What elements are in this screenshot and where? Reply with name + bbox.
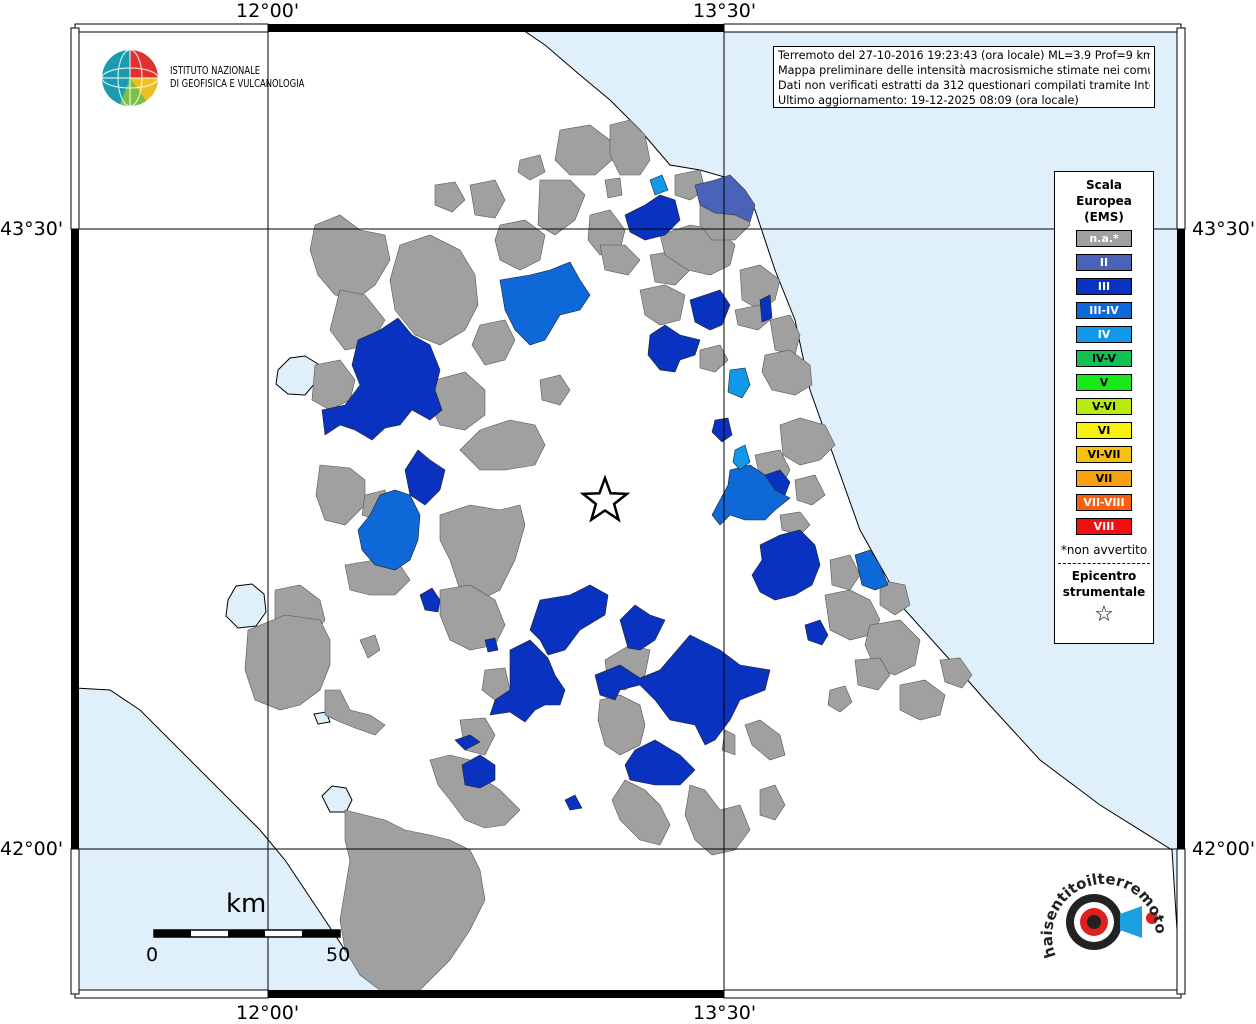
scale-unit-label: km [226, 889, 267, 919]
info-line-3: Dati non verificati estratti da 312 ques… [778, 79, 1150, 92]
ingv-logo-text: ISTITUTO NAZIONALE DI GEOFISICA E VULCAN… [170, 64, 305, 90]
lat-label-left-bottom: 42°00' [0, 838, 64, 860]
event-info-box: Terremoto del 27-10-2016 19:23:43 (ora l… [773, 46, 1155, 108]
legend-item: III [1076, 278, 1132, 295]
ingv-logo [101, 49, 159, 107]
legend-separator [1058, 563, 1150, 564]
legend-item: VII-VIII [1076, 494, 1132, 511]
info-line-4: Ultimo aggiornamento: 19-12-2025 08:09 (… [778, 94, 1079, 107]
intensity-ii [694, 174, 756, 223]
lon-label-bottom-right: 13°30' [693, 1002, 757, 1024]
scale-start-label: 0 [146, 944, 159, 966]
legend-item: VI-VII [1076, 446, 1132, 463]
legend-items: n.a.* II III III-IV IV IV-V V V-VI VI VI-VII VII VI… [1055, 230, 1153, 535]
lon-label-top-right: 13°30' [693, 0, 757, 22]
haisentito-logo: haisentitoilterremoto.it [1034, 856, 1170, 960]
legend-item: V-VI [1076, 398, 1132, 415]
epicenter-star-icon[interactable] [579, 474, 631, 523]
intensity-iii-iv [357, 261, 889, 591]
legend-item: IV [1076, 326, 1132, 343]
legend-star-icon: ☆ [1094, 602, 1114, 627]
lon-label-top-left: 12°00' [236, 0, 300, 22]
lake-bracciano [321, 785, 353, 813]
legend-note: *non avvertito [1060, 543, 1148, 557]
intensity-iv [649, 174, 751, 471]
legend-item: VI [1076, 422, 1132, 439]
scale-bar [153, 929, 341, 938]
legend-item: VII [1076, 470, 1132, 487]
frame-ticks [70, 23, 1186, 999]
lat-label-right-bottom: 42°00' [1192, 838, 1256, 860]
legend-title: Scala Europea (EMS) [1076, 178, 1132, 224]
lon-label-bottom-left: 12°00' [236, 1002, 300, 1024]
lake-bolsena [225, 583, 267, 629]
info-line-1: Terremoto del 27-10-2016 19:23:43 (ora l… [778, 49, 1150, 62]
legend-item: n.a.* [1076, 230, 1132, 247]
legend-item: IV-V [1076, 350, 1132, 367]
lat-label-left-top: 43°30' [0, 218, 64, 240]
legend-item: II [1076, 254, 1132, 271]
info-line-2: Mappa preliminare delle intensità macros… [778, 64, 1150, 77]
graticule [75, 28, 1181, 994]
scale-end-label: 50 [326, 944, 351, 966]
lat-label-right-top: 43°30' [1192, 218, 1256, 240]
ems-legend: Scala Europea (EMS) n.a.* II III III-IV IV IV… [1054, 171, 1154, 644]
legend-item: VIII [1076, 518, 1132, 535]
legend-epicenter-label: Epicentro strumentale [1062, 569, 1146, 599]
legend-item: V [1076, 374, 1132, 391]
legend-item: III-IV [1076, 302, 1132, 319]
